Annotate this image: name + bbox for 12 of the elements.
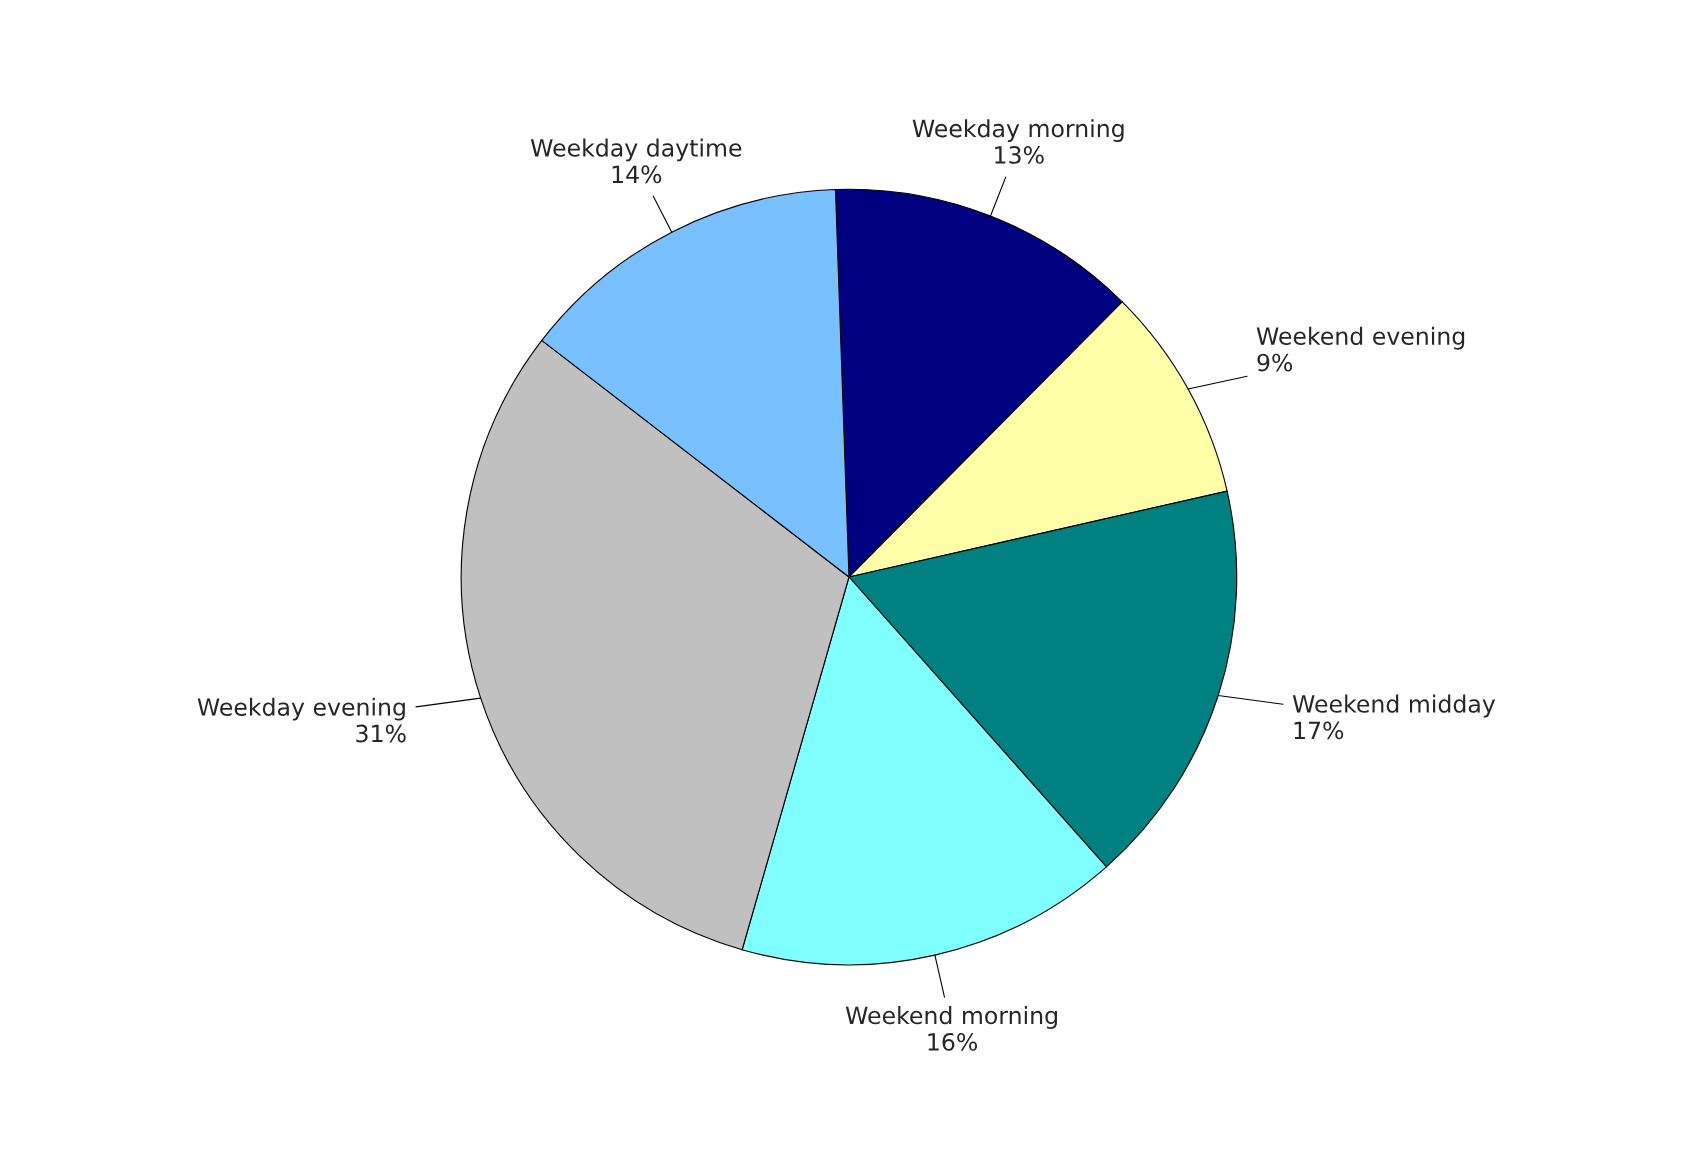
- slice-label: Weekday evening: [197, 697, 405, 721]
- data-label: 14%: [612, 165, 662, 184]
- data-label: 9%: [1257, 353, 1293, 372]
- slice-label: Weekend midday: [1292, 694, 1496, 718]
- slice-label: Weekday daytime: [530, 138, 742, 162]
- slice-label: Weekend evening: [1256, 326, 1465, 350]
- data-label: 17%: [1294, 721, 1344, 740]
- slice-label: Weekday morning: [912, 119, 1124, 142]
- data-label: 13%: [995, 146, 1044, 164]
- data-label: 16%: [928, 1032, 978, 1051]
- data-label: 31%: [356, 724, 406, 743]
- slice-label: Weekend morning: [845, 1006, 1057, 1029]
